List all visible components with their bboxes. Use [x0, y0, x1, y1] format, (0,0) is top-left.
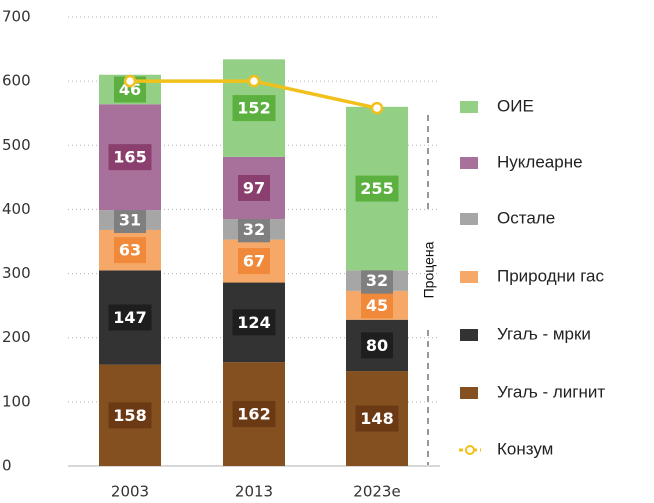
data-label-box: [108, 144, 152, 171]
consumption-point: [123, 74, 137, 88]
data-label: 31: [119, 211, 141, 230]
legend-swatch: [460, 387, 478, 399]
data-label: 124: [237, 313, 270, 332]
data-label: 148: [360, 409, 393, 428]
x-tick-label: 2003: [111, 483, 149, 501]
consumption-point: [370, 101, 384, 115]
data-label: 152: [237, 99, 270, 118]
y-tick-label: 300: [2, 264, 31, 282]
data-label: 32: [366, 271, 388, 290]
legend-label: Конзум: [497, 439, 553, 458]
data-label: 165: [113, 148, 146, 167]
legend-label: Нуклеарне: [497, 152, 583, 171]
legend-label: Угаљ - лигнит: [497, 382, 605, 401]
data-label-box: [355, 175, 399, 202]
data-label: 45: [366, 296, 388, 315]
data-label-box: [238, 174, 270, 201]
data-label: 80: [366, 336, 388, 355]
y-tick-label: 500: [2, 136, 31, 154]
y-tick-label: 200: [2, 328, 31, 346]
data-label: 162: [237, 405, 270, 424]
data-label: 46: [119, 80, 141, 99]
x-tick-label: 2023e: [353, 483, 400, 501]
data-label-box: [232, 309, 276, 336]
legend-label: Угаљ - мрки: [497, 324, 591, 343]
data-label-box: [114, 207, 146, 234]
data-label-box: [108, 304, 152, 331]
data-label-box: [238, 248, 270, 275]
data-label-box: [238, 216, 270, 243]
data-label-box: [232, 95, 276, 122]
data-label: 255: [360, 179, 393, 198]
legend-swatch: [460, 157, 478, 169]
y-tick-label: 700: [2, 8, 31, 26]
y-tick-label: 0: [2, 457, 12, 475]
data-label: 63: [119, 241, 141, 260]
data-label-box: [232, 401, 276, 428]
legend-point: [465, 445, 475, 455]
x-tick-label: 2013: [235, 483, 273, 501]
data-label-box: [361, 332, 393, 359]
data-label: 147: [113, 308, 146, 327]
y-tick-label: 400: [2, 200, 31, 218]
legend-label: ОИЕ: [497, 96, 534, 115]
data-label-box: [361, 292, 393, 319]
legend-swatch: [460, 329, 478, 341]
data-label-box: [361, 267, 393, 294]
data-label: 67: [243, 252, 265, 271]
legend-swatch: [460, 271, 478, 283]
consumption-point: [247, 74, 261, 88]
legend-swatch: [460, 101, 478, 113]
legend-label: Природни гас: [497, 266, 605, 285]
data-label-box: [108, 402, 152, 429]
annotation: Процена: [421, 241, 437, 298]
data-label: 97: [243, 178, 265, 197]
data-label: 158: [113, 406, 146, 425]
data-label: 32: [243, 220, 265, 239]
data-label-box: [355, 405, 399, 432]
legend-label: Остале: [497, 208, 555, 227]
legend-swatch: [460, 213, 478, 225]
y-tick-label: 100: [2, 392, 31, 410]
data-label-box: [114, 237, 146, 264]
y-tick-label: 600: [2, 72, 31, 90]
